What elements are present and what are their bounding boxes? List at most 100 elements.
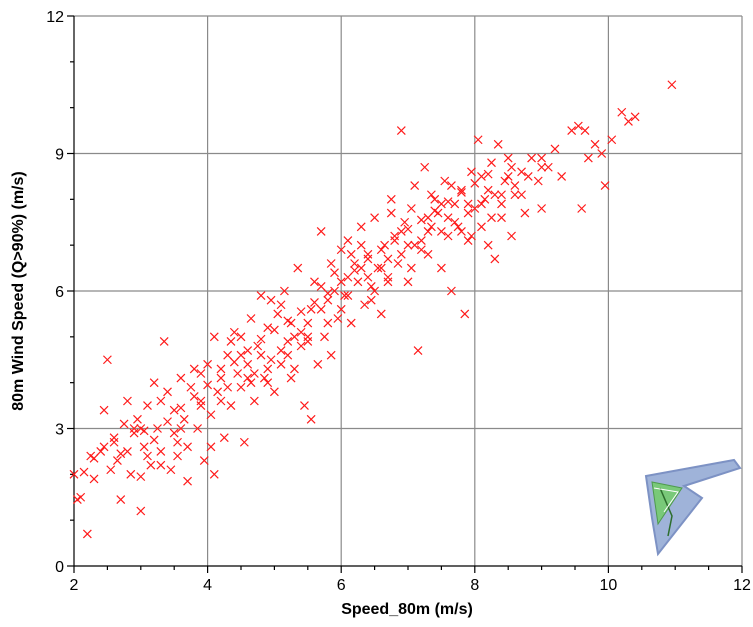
data-point — [393, 259, 403, 268]
data-point — [330, 286, 339, 296]
data-point — [166, 465, 176, 475]
data-point — [123, 396, 132, 406]
data-point — [490, 254, 500, 264]
data-point — [233, 369, 243, 378]
data-point — [617, 107, 627, 117]
data-point — [229, 357, 239, 367]
data-point — [109, 433, 119, 443]
data-point — [390, 236, 400, 246]
data-point — [497, 190, 506, 200]
data-point — [356, 240, 366, 250]
data-point — [176, 424, 186, 433]
data-point — [413, 346, 423, 356]
data-point — [256, 350, 266, 360]
data-point — [463, 199, 473, 209]
data-point — [149, 435, 159, 445]
data-point — [296, 327, 306, 337]
data-point — [470, 178, 480, 188]
data-point — [363, 249, 373, 259]
data-point — [196, 369, 206, 378]
data-point — [436, 226, 446, 236]
data-point — [333, 314, 343, 323]
data-point — [116, 495, 126, 504]
x-tick-label: 4 — [203, 577, 212, 594]
data-point — [249, 369, 259, 378]
data-point — [243, 373, 253, 383]
data-point — [206, 442, 216, 452]
data-point — [273, 309, 283, 319]
data-point — [189, 391, 199, 401]
data-point — [276, 300, 286, 310]
data-point — [423, 226, 433, 236]
data-point — [423, 213, 433, 223]
data-point — [430, 206, 440, 216]
data-point — [159, 336, 169, 346]
data-point — [326, 259, 336, 268]
data-point — [453, 222, 463, 232]
data-point — [223, 350, 233, 360]
x-tick-label: 12 — [733, 577, 751, 594]
data-point — [483, 169, 493, 179]
data-point — [116, 449, 126, 459]
data-point — [573, 121, 583, 131]
data-point — [510, 181, 520, 191]
data-point — [376, 263, 386, 273]
x-tick-label: 2 — [70, 577, 79, 594]
data-point — [89, 474, 99, 484]
data-point — [129, 428, 139, 438]
data-point — [350, 259, 359, 268]
data-point — [143, 401, 152, 411]
data-point — [470, 204, 480, 213]
data-point — [263, 378, 273, 388]
data-point — [82, 529, 92, 539]
data-point — [457, 226, 466, 236]
data-point — [356, 222, 366, 232]
data-point — [430, 194, 440, 204]
y-tick-label: 9 — [55, 147, 64, 164]
data-point — [183, 442, 192, 452]
data-point — [149, 378, 159, 388]
data-point — [243, 359, 253, 369]
data-point — [290, 364, 299, 374]
data-point — [283, 350, 293, 360]
data-point — [543, 162, 553, 172]
data-point — [173, 437, 182, 447]
data-point — [143, 451, 152, 461]
data-point — [320, 332, 329, 342]
data-point — [497, 199, 506, 209]
data-point — [577, 204, 587, 213]
data-point — [450, 217, 460, 227]
data-point — [279, 286, 289, 296]
data-point — [223, 382, 233, 392]
data-point — [99, 442, 109, 452]
data-point — [303, 332, 313, 342]
data-point — [203, 359, 213, 369]
data-point — [326, 350, 336, 360]
data-point — [283, 316, 293, 326]
data-point — [550, 144, 560, 154]
data-point — [336, 304, 346, 314]
data-point — [213, 387, 223, 397]
data-point — [483, 185, 493, 195]
data-point — [567, 126, 577, 136]
data-point — [323, 318, 333, 328]
data-point — [123, 446, 132, 456]
data-point — [523, 171, 533, 181]
data-point — [376, 309, 386, 319]
data-point — [390, 231, 400, 241]
data-point — [266, 295, 276, 305]
data-point — [310, 277, 319, 287]
data-point — [363, 272, 373, 282]
data-point — [416, 245, 426, 255]
data-point — [323, 288, 333, 298]
data-point — [343, 272, 353, 282]
data-point — [263, 323, 273, 333]
data-point — [370, 213, 380, 223]
data-point — [383, 277, 393, 287]
data-point — [286, 373, 296, 383]
data-point — [436, 263, 446, 273]
data-point — [136, 472, 146, 482]
data-point — [443, 231, 453, 241]
x-tick-label: 10 — [600, 577, 618, 594]
gridlines — [74, 15, 743, 566]
